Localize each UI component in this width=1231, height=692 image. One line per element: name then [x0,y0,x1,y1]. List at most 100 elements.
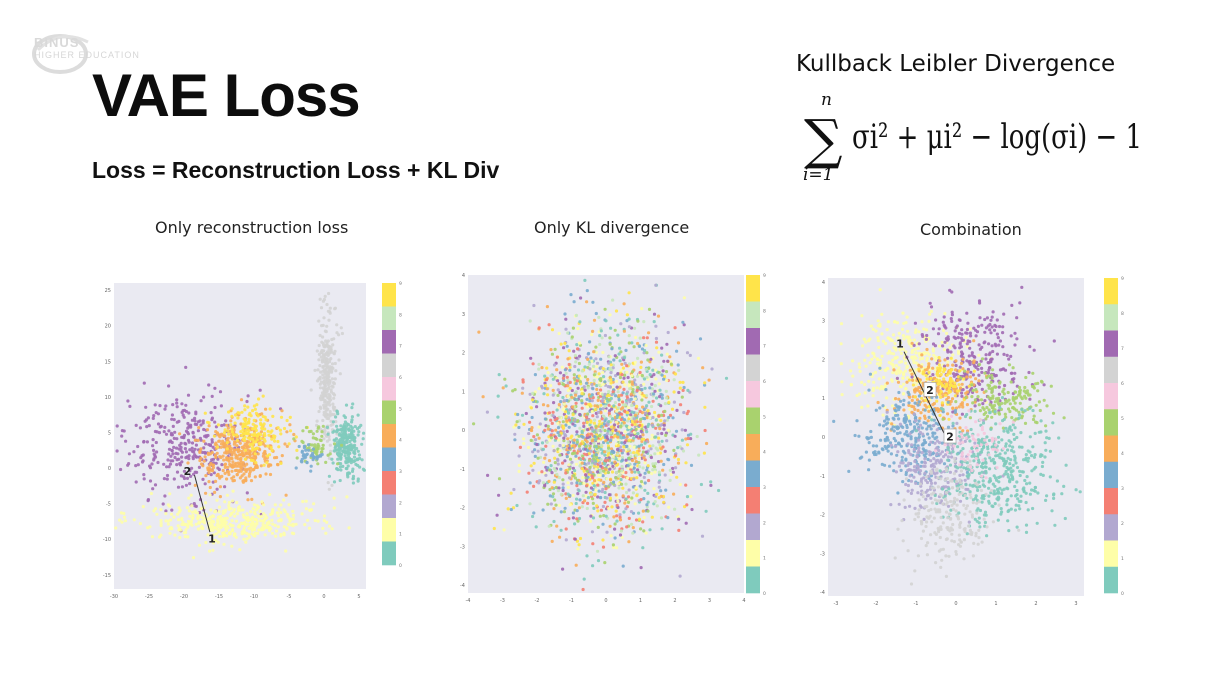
scatter-point [218,485,222,489]
scatter-point [632,417,636,421]
scatter-point [261,414,265,419]
scatter-point [571,326,575,330]
x-tick-label: -2 [874,601,879,607]
scatter-point [587,461,591,465]
scatter-point [356,463,360,468]
scatter-point [876,400,880,405]
scatter-point [689,463,694,467]
scatter-point [176,524,180,528]
scatter-point [561,443,565,448]
scatter-point [532,303,536,308]
scatter-point [243,521,247,525]
scatter-point [348,439,352,444]
scatter-point [588,399,592,403]
scatter-point [582,424,586,428]
scatter-point [561,376,565,380]
scatter-point [195,422,199,427]
scatter-point [867,379,871,383]
scatter-point [577,434,581,438]
scatter-point [209,515,213,519]
scatter-point [648,373,652,377]
scatter-point [622,387,626,391]
scatter-point [520,413,525,417]
scatter-point [596,495,600,499]
scatter-point [180,516,184,520]
scatter-point [673,372,678,376]
scatter-point [321,373,325,377]
scatter-point [931,403,935,407]
scatter-point [637,456,641,461]
scatter-point [236,416,240,420]
scatter-point [515,503,519,508]
scatter-point [270,448,274,453]
scatter-point [273,434,277,438]
scatter-point [628,444,632,448]
scatter-point [561,461,565,465]
scatter-point [672,492,676,496]
scatter-point [163,494,167,498]
scatter-point [966,339,970,343]
scatter-point [522,422,526,426]
scatter-point [201,477,205,481]
scatter-point [250,497,254,501]
scatter-point [875,386,879,390]
scatter-point [654,283,658,287]
scatter-point [643,441,647,445]
scatter-point [855,393,859,398]
scatter-point [189,474,193,478]
colorbar-tick-label: 9 [763,273,766,279]
colorbar-tick-label: 7 [399,344,402,350]
scatter-point [617,486,621,490]
scatter-point [561,420,565,424]
scatter-point [182,476,187,481]
scatter-point [521,386,525,390]
scatter-point [590,427,594,431]
scatter-point [288,429,293,433]
scatter-point [534,438,538,442]
scatter-point [927,353,931,357]
colorbar-segment [382,471,396,495]
scatter-point [122,511,126,516]
scatter-point [631,485,635,489]
scatter-point [587,452,591,456]
scatter-point [707,378,711,382]
scatter-point [910,375,914,379]
scatter-point [858,365,862,369]
colorbar-tick-label: 6 [763,379,766,385]
scatter-point [550,328,555,332]
scatter-point [601,396,605,400]
scatter-point [268,472,273,477]
scatter-point [541,403,546,407]
scatter-point [544,384,548,388]
scatter-point [544,453,548,457]
scatter-point [562,439,566,443]
scatter-point [685,495,690,499]
scatter-point [279,534,283,538]
scatter-point [300,512,304,516]
scatter-point [689,494,693,499]
scatter-point [590,439,594,443]
scatter-point [203,455,207,459]
scatter-point [235,444,239,448]
scatter-point [353,459,357,463]
scatter-point [583,499,587,503]
scatter-point [596,509,600,513]
scatter-point [565,344,569,348]
scatter-point [597,478,601,482]
scatter-point [594,357,598,361]
scatter-point [659,404,663,408]
scatter-point [567,476,572,480]
scatter-point [186,421,190,426]
scatter-point [306,518,310,522]
scatter-point [288,415,292,419]
scatter-point [683,505,687,509]
scatter-point [567,416,571,420]
scatter-point [551,414,555,418]
scatter-point [910,356,914,360]
scatter-point [222,423,226,427]
scatter-point [650,515,654,519]
scatter-point [275,455,279,460]
scatter-point [142,381,146,385]
scatter-point [287,522,291,526]
scatter-point [905,380,909,384]
